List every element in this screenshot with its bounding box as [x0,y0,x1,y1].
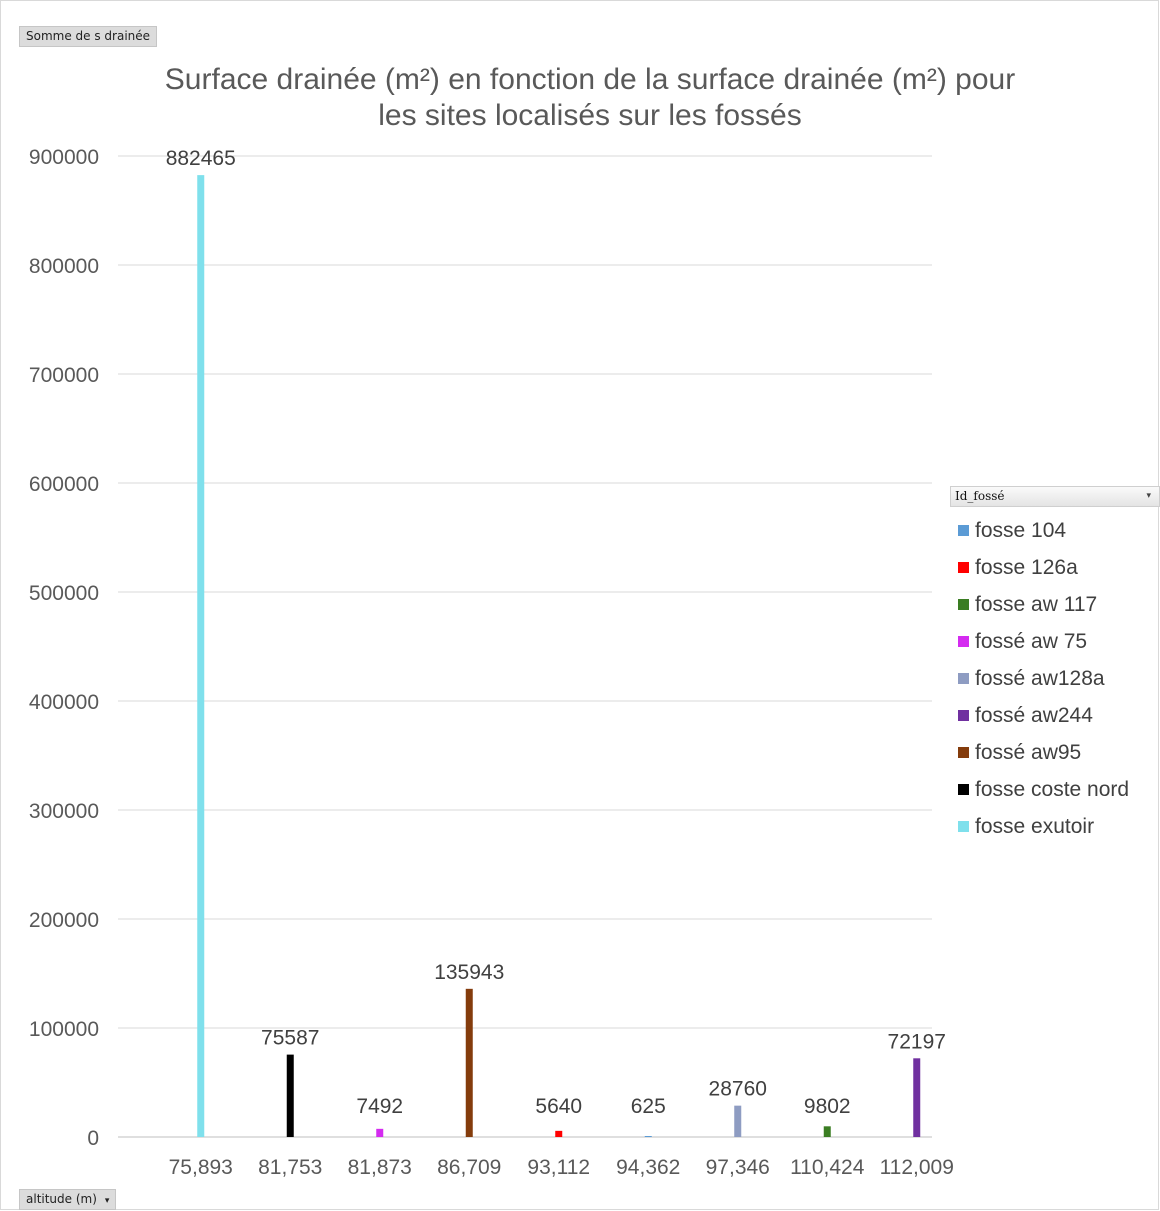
data-label: 625 [631,1095,666,1118]
legend-label: fossé aw95 [975,740,1082,764]
data-label: 28760 [709,1078,767,1101]
x-tick-label: 97,346 [706,1156,770,1179]
value-field-label: Somme de s drainée [26,29,151,43]
y-tick-label: 500000 [29,582,99,605]
legend-swatch [958,599,969,610]
x-tick-label: 112,009 [880,1156,954,1179]
legend: fosse 104 fosse 126a fosse aw 117 fossé aw … [958,512,1129,845]
value-field-button[interactable]: Somme de s drainée [19,26,158,47]
bar [734,1105,742,1137]
legend-swatch [958,747,969,758]
legend-item: fosse coste nord [958,771,1129,808]
x-tick-label: 81,753 [258,1156,322,1179]
legend-label: fosse coste nord [975,777,1130,801]
data-label: 5640 [535,1095,582,1118]
x-tick-label: 94,362 [616,1156,680,1179]
legend-field-label: Id_fossé [955,489,1005,503]
legend-label: fossé aw 75 [975,629,1088,653]
axis-field-label: altitude (m) [26,1192,97,1206]
legend-item: fosse 126a [958,549,1129,586]
legend-item: fosse exutoir [958,808,1129,845]
bar [465,988,473,1137]
y-tick-label: 600000 [29,473,99,496]
legend-item: fossé aw128a [958,660,1129,697]
bar [376,1128,384,1137]
legend-item: fosse aw 117 [958,586,1129,623]
bar [644,1136,652,1137]
legend-swatch [958,636,969,647]
y-tick-label: 0 [87,1127,99,1150]
legend-label: fossé aw244 [975,703,1093,727]
legend-swatch [958,821,969,832]
data-label: 72197 [888,1030,946,1053]
y-tick-label: 400000 [29,691,99,714]
legend-label: fosse aw 117 [975,592,1098,616]
legend-label: fosse 126a [975,555,1078,579]
chart-title-line-1: Surface drainée (m²) en fonction de la s… [164,63,1016,96]
legend-item: fossé aw95 [958,734,1129,771]
legend-swatch [958,710,969,721]
x-tick-label: 93,112 [527,1156,590,1179]
legend-field-button[interactable]: Id_fossé ▾ [950,486,1160,507]
legend-item: fosse 104 [958,512,1129,549]
y-tick-label: 200000 [29,909,99,932]
chevron-down-icon[interactable]: ▾ [1146,491,1151,501]
data-label: 135943 [434,961,504,984]
axis-field-button[interactable]: altitude (m) ▾ [19,1189,117,1210]
x-tick-label: 75,893 [169,1156,233,1179]
legend-swatch [958,673,969,684]
bar [913,1058,921,1137]
x-tick-label: 110,424 [790,1156,865,1179]
y-tick-label: 700000 [29,364,99,387]
x-tick-label: 81,873 [348,1156,412,1179]
x-tick-label: 86,709 [437,1156,501,1179]
data-label: 75587 [261,1027,319,1050]
legend-swatch [958,525,969,536]
legend-item: fossé aw244 [958,697,1129,734]
y-tick-label: 300000 [29,800,99,823]
legend-swatch [958,562,969,573]
bar [555,1130,563,1137]
bar [197,175,205,1137]
legend-label: fosse 104 [975,518,1067,542]
data-label: 7492 [356,1095,403,1118]
y-tick-label: 800000 [29,255,99,278]
legend-label: fossé aw128a [975,666,1105,690]
chevron-down-icon[interactable]: ▾ [104,1196,110,1206]
bar [286,1054,294,1137]
legend-item: fossé aw 75 [958,623,1129,660]
legend-label: fosse exutoir [975,814,1095,838]
bar [823,1126,831,1137]
y-tick-label: 100000 [29,1018,99,1041]
chart-title-line-2: les sites localisés sur les fossés [378,99,802,132]
legend-swatch [958,784,969,795]
data-label: 9802 [804,1095,851,1118]
data-label: 882465 [166,147,236,170]
y-tick-label: 900000 [29,146,99,169]
